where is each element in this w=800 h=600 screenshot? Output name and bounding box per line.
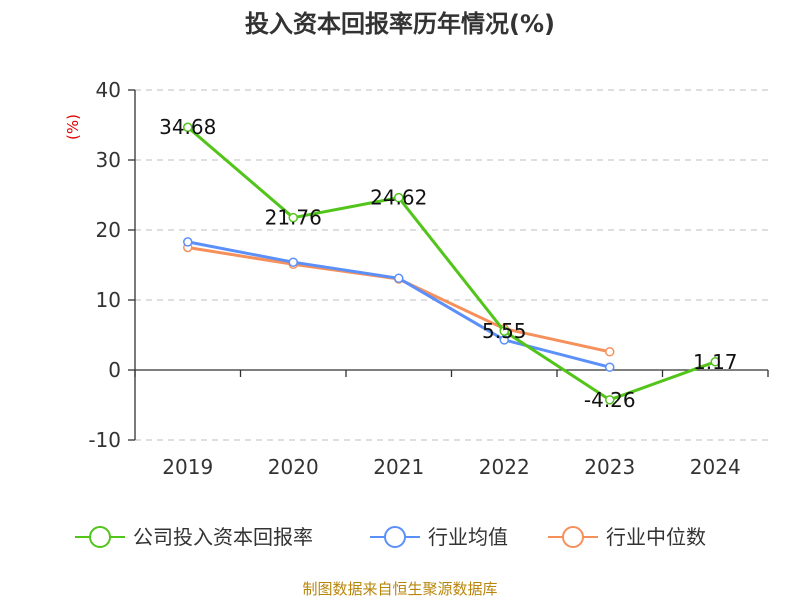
data-point[interactable] bbox=[394, 192, 404, 203]
legend-swatch-marker bbox=[384, 526, 406, 548]
legend-label[interactable]: 行业中位数 bbox=[606, 525, 706, 549]
data-point[interactable] bbox=[288, 212, 298, 223]
data-point[interactable] bbox=[183, 237, 193, 247]
axes: 40 30 20 10 0 -10 2019 2020 2021 2022 2023 2024 bbox=[88, 78, 769, 479]
data-point[interactable] bbox=[394, 273, 404, 284]
x-tick-label: 2024 bbox=[690, 455, 741, 479]
series-line bbox=[186, 126, 716, 402]
legend-label[interactable]: 行业均值 bbox=[428, 525, 508, 549]
data-point[interactable] bbox=[183, 122, 193, 132]
x-tick-label: 2019 bbox=[162, 455, 213, 479]
data-label: 5.55 bbox=[482, 319, 527, 343]
y-tick-label: -10 bbox=[88, 428, 121, 452]
y-tick-label: 10 bbox=[96, 288, 121, 312]
data-label: 34.68 bbox=[159, 115, 216, 139]
data-point[interactable] bbox=[605, 395, 615, 405]
x-tick-label: 2020 bbox=[268, 455, 319, 479]
data-point[interactable] bbox=[288, 257, 298, 267]
data-label: 24.62 bbox=[370, 186, 427, 210]
data-point[interactable] bbox=[605, 362, 615, 372]
series bbox=[183, 122, 720, 405]
y-tick-label: 40 bbox=[96, 78, 121, 102]
legend-swatch-marker bbox=[89, 526, 111, 548]
data-labels: 34.68 21.76 24.62 5.55 -4.26 1.17 bbox=[159, 115, 737, 412]
series-line bbox=[187, 240, 611, 369]
data-point[interactable] bbox=[710, 357, 720, 367]
x-tick-label: 2022 bbox=[479, 455, 530, 479]
y-tick-label: 0 bbox=[108, 358, 121, 382]
data-label: 21.76 bbox=[265, 206, 322, 230]
y-axis-label: (%) bbox=[64, 114, 82, 140]
chart-title: 投入资本回报率历年情况(%) bbox=[245, 10, 555, 38]
y-tick-label: 20 bbox=[96, 218, 121, 242]
data-point[interactable] bbox=[605, 347, 615, 357]
x-tick-label: 2021 bbox=[373, 455, 424, 479]
legend-swatch-marker bbox=[562, 526, 584, 548]
y-tick-label: 30 bbox=[96, 148, 121, 172]
data-point[interactable] bbox=[499, 326, 509, 336]
source-note: 制图数据来自恒生聚源数据库 bbox=[302, 580, 497, 598]
data-label: -4.26 bbox=[584, 388, 636, 412]
legend[interactable]: 公司投入资本回报率 行业均值 行业中位数 bbox=[75, 525, 706, 549]
legend-label[interactable]: 公司投入资本回报率 bbox=[133, 525, 313, 549]
data-label: 1.17 bbox=[693, 350, 738, 374]
x-tick-label: 2023 bbox=[584, 455, 635, 479]
